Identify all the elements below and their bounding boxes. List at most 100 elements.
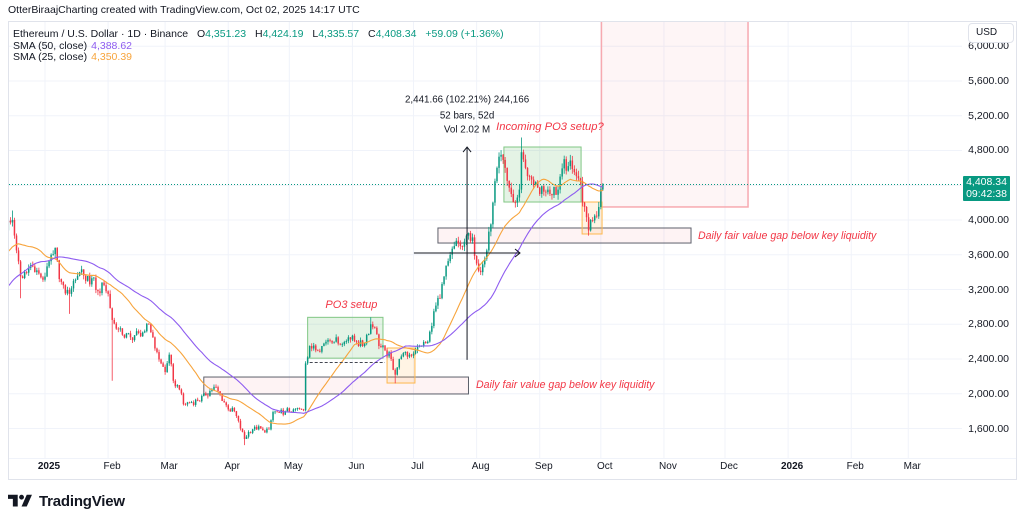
candle-body xyxy=(113,319,115,324)
candle-body xyxy=(105,285,107,292)
candle-body xyxy=(351,335,354,340)
candle-body xyxy=(38,270,40,274)
legend-indicator-sma-50[interactable]: SMA (50, close) 4,388.62 xyxy=(13,39,504,53)
time-axis-label: Dec xyxy=(720,461,738,472)
candle-body xyxy=(337,337,339,344)
candle-body xyxy=(439,297,441,299)
candle-body xyxy=(192,402,195,405)
candle-body xyxy=(176,385,179,387)
indicator-name: SMA (50, close) xyxy=(13,39,88,52)
candle-body xyxy=(471,237,474,241)
candle-body xyxy=(135,331,138,336)
price-axis[interactable]: 6,000.00 5,600.00 5,200.00 4,800.00 4,000.00… xyxy=(962,21,1017,458)
currency-button[interactable]: USD xyxy=(968,23,1014,43)
sma-50-line xyxy=(9,183,604,414)
candle-body xyxy=(32,265,34,267)
time-axis-divider xyxy=(9,458,1016,459)
candle-body xyxy=(266,428,268,433)
candle-body xyxy=(367,333,370,335)
time-axis-label: Oct xyxy=(597,461,613,472)
candle-body xyxy=(188,402,191,404)
candle-body xyxy=(512,193,515,203)
candle-body xyxy=(313,345,315,349)
measure-text-range[interactable]: 2,441.66 (102.21%) 244,166 xyxy=(405,95,530,106)
price-axis-label: 4,800.00 xyxy=(968,144,1009,157)
candle-body xyxy=(247,432,250,437)
candle-body xyxy=(516,197,519,203)
label-po3-setup[interactable]: PO3 setup xyxy=(325,299,377,311)
candle-body xyxy=(251,429,254,433)
candle-body xyxy=(500,154,502,157)
candle-body xyxy=(327,339,329,342)
candle-body xyxy=(154,337,156,349)
candle-body xyxy=(123,334,126,338)
candle-body xyxy=(571,160,574,170)
candle-body xyxy=(532,179,535,186)
candle-body xyxy=(219,391,221,395)
label-incoming-po3[interactable]: Incoming PO3 setup? xyxy=(496,121,604,133)
candle-body xyxy=(404,351,407,354)
candle-body xyxy=(119,328,122,330)
candle-body xyxy=(349,337,352,340)
legend-symbol-row[interactable]: Ethereum / U.S. Dollar · 1D · Binance O4… xyxy=(13,28,504,41)
candle-body xyxy=(567,166,570,171)
candle-body xyxy=(563,159,565,169)
price-change: +59.09 (+1.36%) xyxy=(425,28,504,40)
candle-body xyxy=(97,289,99,292)
candle-body xyxy=(414,350,417,354)
candle-body xyxy=(557,189,559,195)
candle-body xyxy=(504,159,506,168)
arrow-head-icon xyxy=(462,146,472,153)
price-axis-label: 1,600.00 xyxy=(968,422,1009,435)
candle-body xyxy=(213,386,215,390)
candle-body xyxy=(125,333,128,338)
measure-horizontal-arrow[interactable] xyxy=(413,248,521,258)
po3-box-lower[interactable] xyxy=(307,316,384,359)
drawings-front-layer: PO3 setup Daily fair value gap below key … xyxy=(9,95,962,391)
candle-body xyxy=(410,354,413,356)
symbol-title[interactable]: Ethereum / U.S. Dollar · 1D · Binance xyxy=(13,28,189,40)
candle-body xyxy=(376,327,378,335)
candle-body xyxy=(528,176,531,177)
candle-body xyxy=(227,405,229,410)
candle-body xyxy=(589,220,592,231)
candle-body xyxy=(323,343,325,347)
fvg-box-lower[interactable] xyxy=(203,376,469,395)
candle-body xyxy=(561,168,563,177)
measure-text-bars[interactable]: 52 bars, 52d xyxy=(440,111,494,122)
candle-body xyxy=(221,394,223,401)
candle-body xyxy=(492,202,494,225)
legend-indicator-sma-25[interactable]: SMA (25, close) 4,350.39 xyxy=(13,51,504,64)
candle-body xyxy=(445,265,447,277)
candle-body xyxy=(296,407,299,409)
label-fvg-lower[interactable]: Daily fair value gap below key liquidity xyxy=(476,379,655,391)
indicator-value: 4,350.39 xyxy=(91,51,132,63)
candle-body xyxy=(209,390,211,397)
candle-body xyxy=(13,220,16,236)
candle-body xyxy=(56,247,58,261)
chart-pane[interactable] xyxy=(8,21,1017,480)
candle-body xyxy=(64,285,67,294)
candle-body xyxy=(496,167,498,182)
candle-body xyxy=(66,289,69,294)
candle-body xyxy=(315,345,317,351)
candle-body xyxy=(494,181,496,203)
candle-body xyxy=(115,323,118,329)
candle-body xyxy=(398,359,401,368)
candle-body xyxy=(70,288,73,294)
label-fvg-upper[interactable]: Daily fair value gap below key liquidity xyxy=(698,230,877,242)
candle-body xyxy=(101,282,103,294)
candle-body xyxy=(333,341,335,343)
candle-body xyxy=(463,241,466,247)
target-box[interactable] xyxy=(600,11,749,208)
candle-body xyxy=(217,387,219,392)
candle-body xyxy=(260,426,262,429)
tradingview-brand[interactable]: TradingView xyxy=(8,492,125,510)
candle-body xyxy=(302,409,305,411)
candle-body xyxy=(341,344,344,346)
fvg-box-upper[interactable] xyxy=(437,227,692,244)
candle-body xyxy=(310,346,313,349)
measure-text-volume[interactable]: Vol 2.02 M xyxy=(444,125,490,136)
candle-body xyxy=(547,189,549,193)
